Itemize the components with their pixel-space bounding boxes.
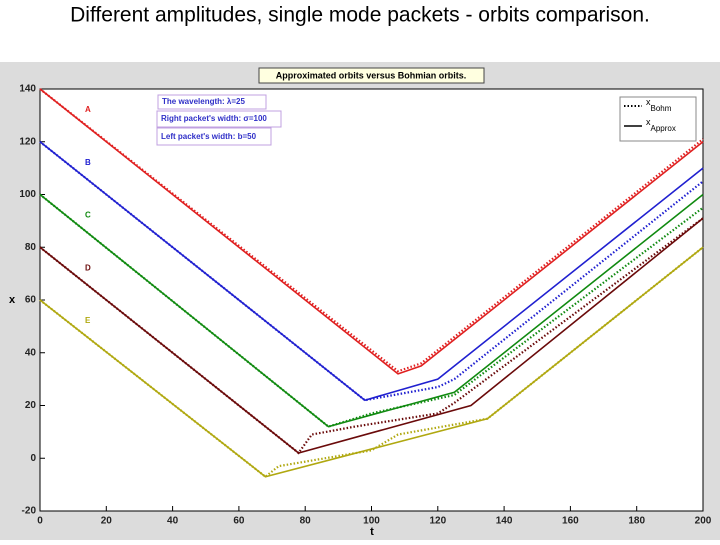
annotation-box: [156, 110, 282, 128]
y-axis-label: x: [9, 294, 16, 306]
annotation-box: [156, 127, 272, 146]
x-tick-label: 120: [429, 516, 446, 527]
y-tick-label: -20: [22, 506, 37, 517]
orbit-label: E: [85, 316, 91, 325]
bohm-orbit: [39, 88, 704, 373]
annotation: Right packet's width: σ=100: [161, 114, 267, 123]
orbit-label: C: [85, 211, 91, 220]
x-tick-label: 160: [562, 516, 579, 527]
legend-text: x: [646, 117, 651, 127]
annotation: The wavelength: λ=25: [162, 97, 245, 106]
x-tick-label: 40: [167, 516, 179, 527]
y-tick-label: 40: [25, 347, 37, 358]
x-tick-label: 20: [101, 516, 113, 527]
legend-subscript: Approx: [651, 124, 676, 133]
annotation-box: [157, 94, 267, 110]
x-axis-label: t: [370, 526, 374, 538]
y-tick-label: 120: [19, 136, 36, 147]
slide-title: Different amplitudes, single mode packet…: [70, 4, 650, 27]
orbit-label: A: [85, 105, 91, 114]
x-tick-label: 180: [628, 516, 645, 527]
legend: [619, 96, 697, 142]
y-tick-label: 100: [19, 189, 36, 200]
plot-area: [39, 88, 704, 512]
y-tick-label: 20: [25, 400, 37, 411]
legend-text: x: [646, 97, 651, 107]
x-tick-label: 140: [496, 516, 513, 527]
y-tick-label: 80: [25, 242, 37, 253]
x-tick-label: 0: [37, 516, 43, 527]
legend-label: xApprox: [646, 117, 676, 133]
legend-label: xBohm: [646, 97, 672, 113]
orbit-label: B: [85, 158, 91, 167]
title-box: [258, 67, 485, 84]
x-tick-label: 100: [363, 516, 380, 527]
approx-orbit: [39, 88, 704, 375]
approx-orbit: [39, 217, 704, 454]
y-tick-label: 0: [30, 453, 36, 464]
approx-orbit: [39, 193, 704, 428]
x-tick-label: 80: [300, 516, 312, 527]
x-tick-label: 200: [695, 516, 712, 527]
x-tick-label: 60: [233, 516, 245, 527]
approx-orbit: [39, 141, 704, 402]
y-tick-label: 140: [19, 84, 36, 95]
legend-subscript: Bohm: [651, 104, 672, 113]
chart-title: Approximated orbits versus Bohmian orbit…: [276, 70, 467, 80]
annotation: Left packet's width: b=50: [161, 132, 257, 141]
approx-orbit: [39, 246, 704, 478]
y-tick-label: 60: [25, 295, 37, 306]
orbit-label: D: [85, 263, 91, 272]
